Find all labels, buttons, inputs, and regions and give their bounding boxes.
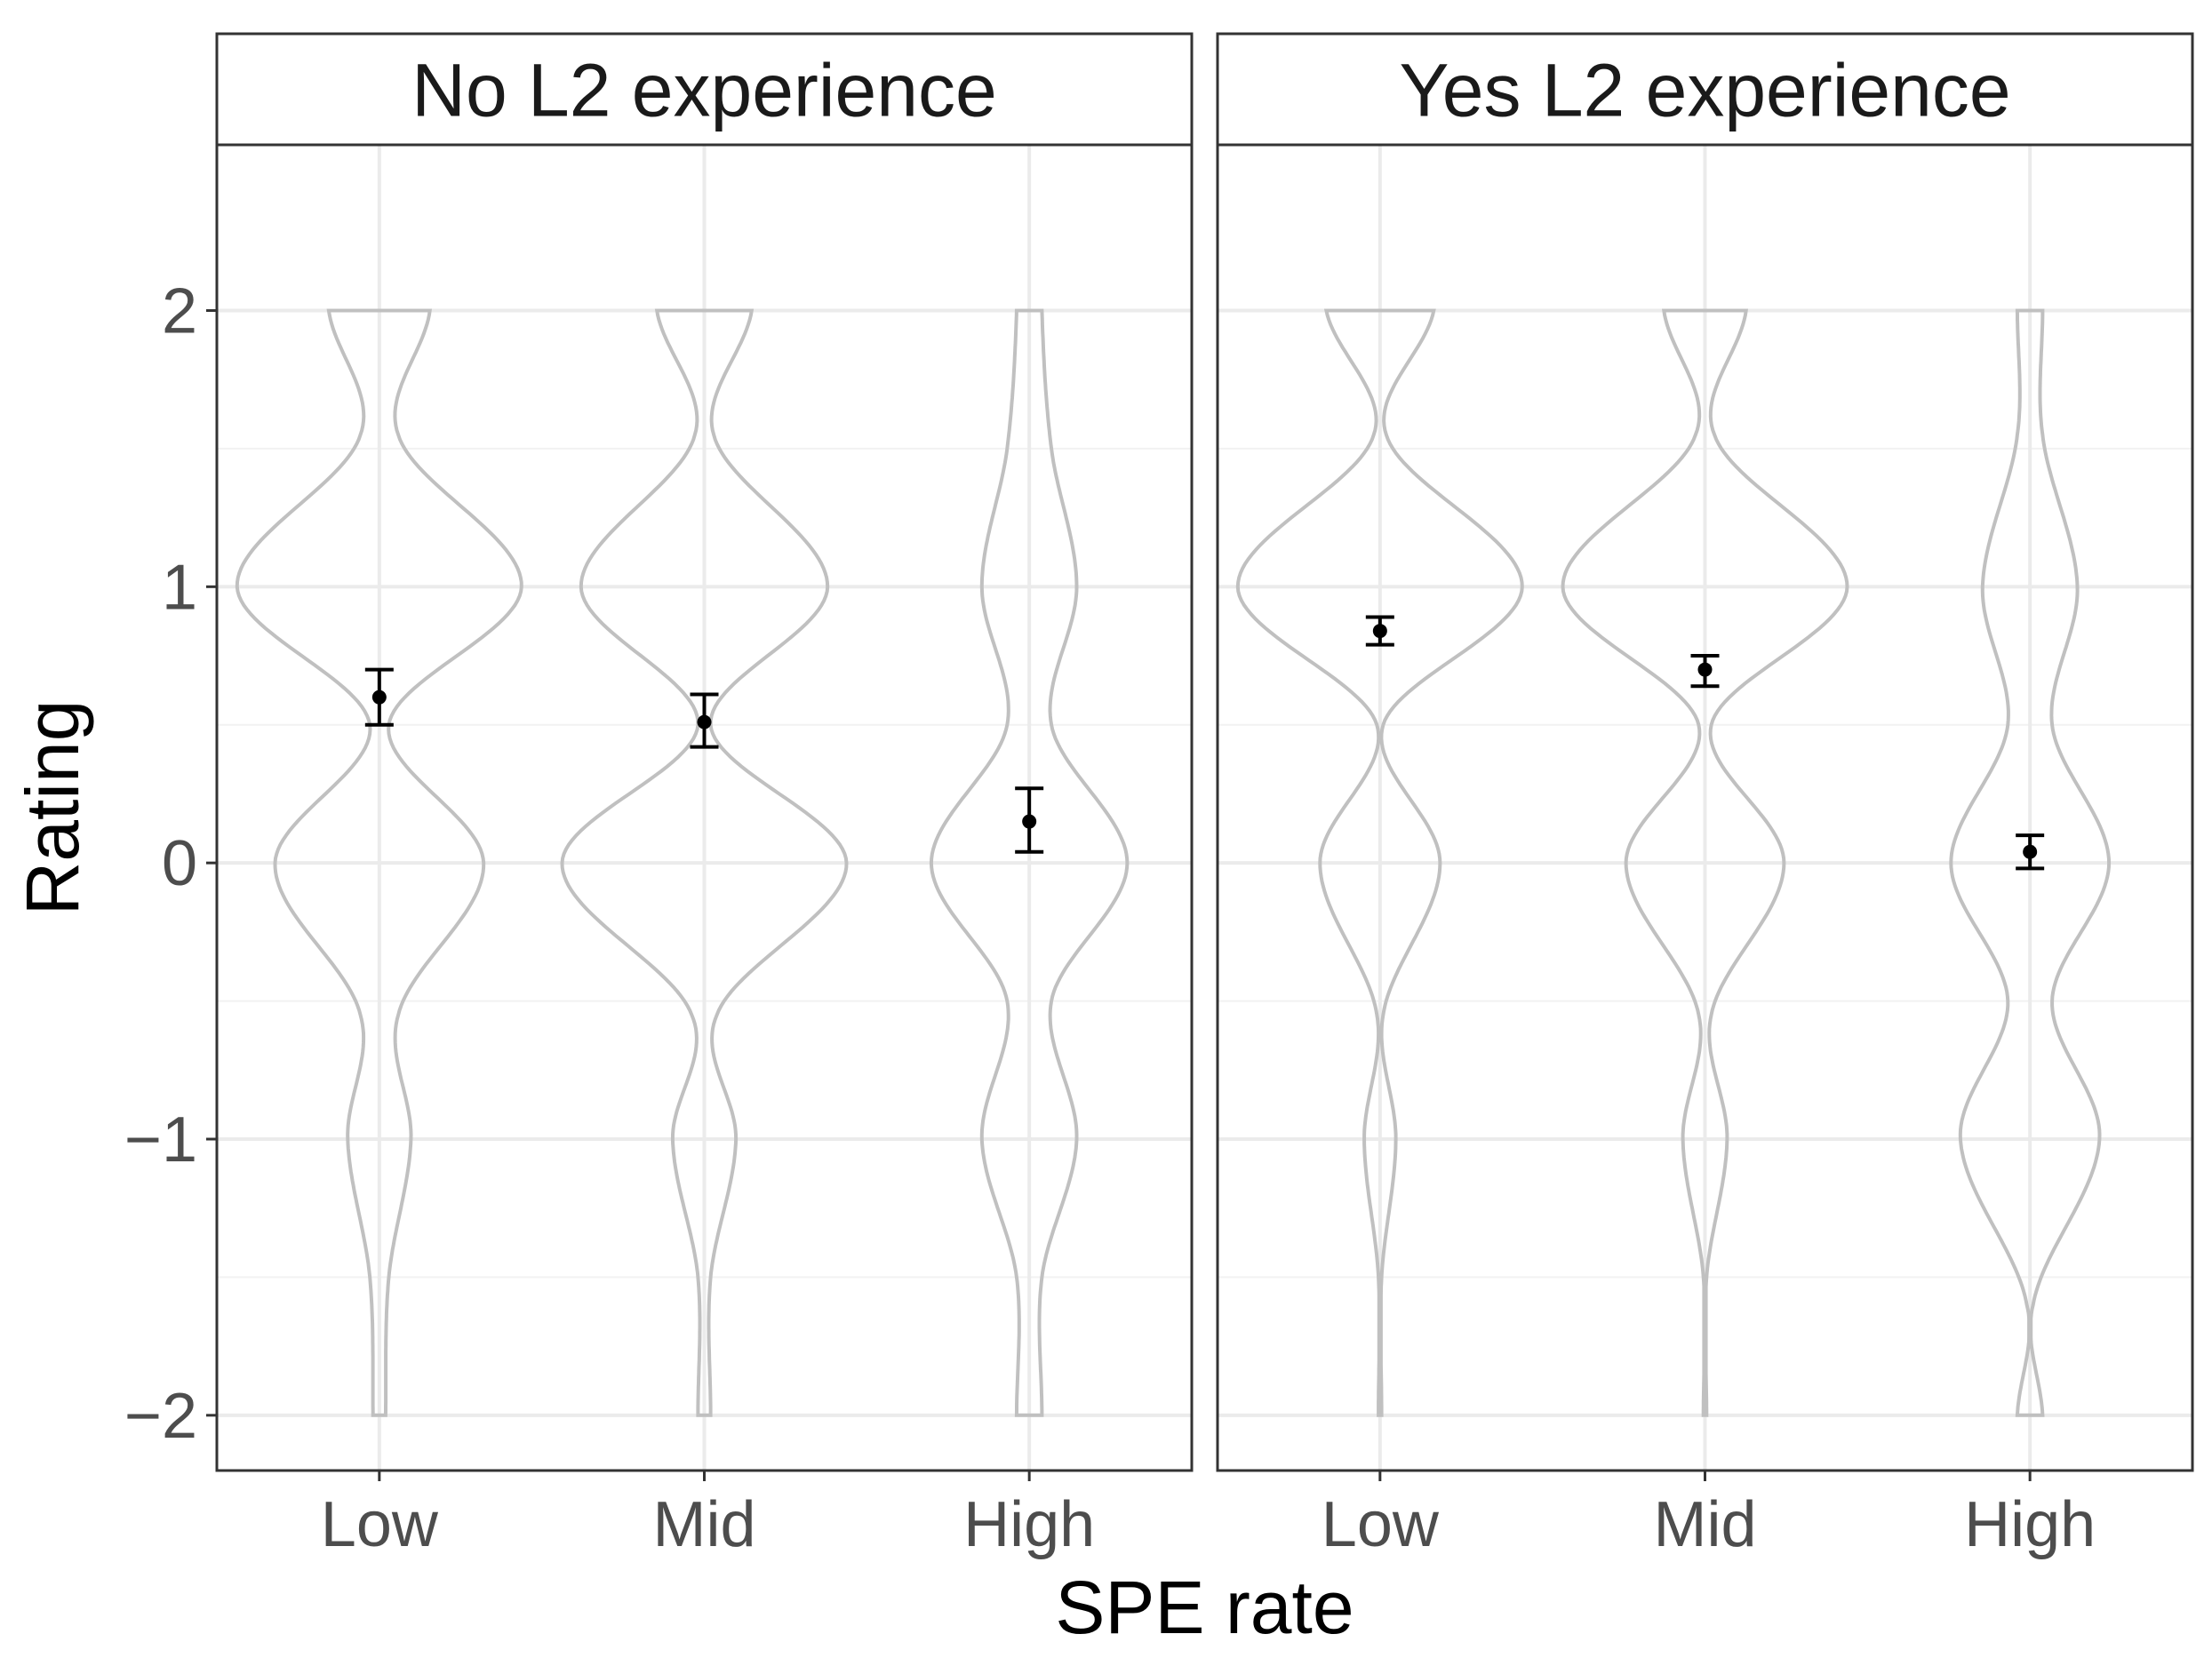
mean-point <box>697 714 712 729</box>
x-tick-label: High <box>1964 1489 2096 1560</box>
x-tick-label: Low <box>1322 1489 1440 1560</box>
x-tick-label: Low <box>321 1489 439 1560</box>
x-tick-label: Mid <box>652 1489 755 1560</box>
y-tick-label: 1 <box>162 552 197 623</box>
y-axis: −2 −1 0 1 2 <box>124 276 217 1452</box>
facet-strip <box>1216 32 2194 147</box>
violin-low <box>235 308 523 1417</box>
violin-mid <box>560 308 849 1417</box>
mean-point <box>1372 624 1387 639</box>
violin-mid <box>1561 308 1849 1417</box>
violin-low <box>1235 308 1524 1417</box>
mean-point <box>371 690 387 705</box>
y-tick-label: −1 <box>124 1104 197 1176</box>
mean-point <box>1022 814 1037 829</box>
mean-point <box>2023 844 2038 859</box>
violin-high <box>929 308 1130 1417</box>
y-tick-label: 0 <box>162 828 197 899</box>
mean-point <box>1697 662 1713 677</box>
facet-panel: No L2 experience Low Mid High <box>215 32 1194 1560</box>
y-axis-title: Rating <box>11 700 94 916</box>
facet-strip-label: No L2 experience <box>411 49 996 132</box>
facet-strip-label: Yes L2 experience <box>1399 49 2010 132</box>
y-tick-label: 2 <box>162 276 197 347</box>
facet-strip <box>215 32 1194 147</box>
facet-panel: Yes L2 experience Low Mid High <box>1216 32 2194 1560</box>
x-tick-label: High <box>963 1489 1095 1560</box>
x-axis-title: SPE rate <box>1055 1566 1354 1649</box>
x-tick-label: Mid <box>1653 1489 1756 1560</box>
violin-high <box>1949 308 2112 1417</box>
y-tick-label: −2 <box>124 1381 197 1452</box>
